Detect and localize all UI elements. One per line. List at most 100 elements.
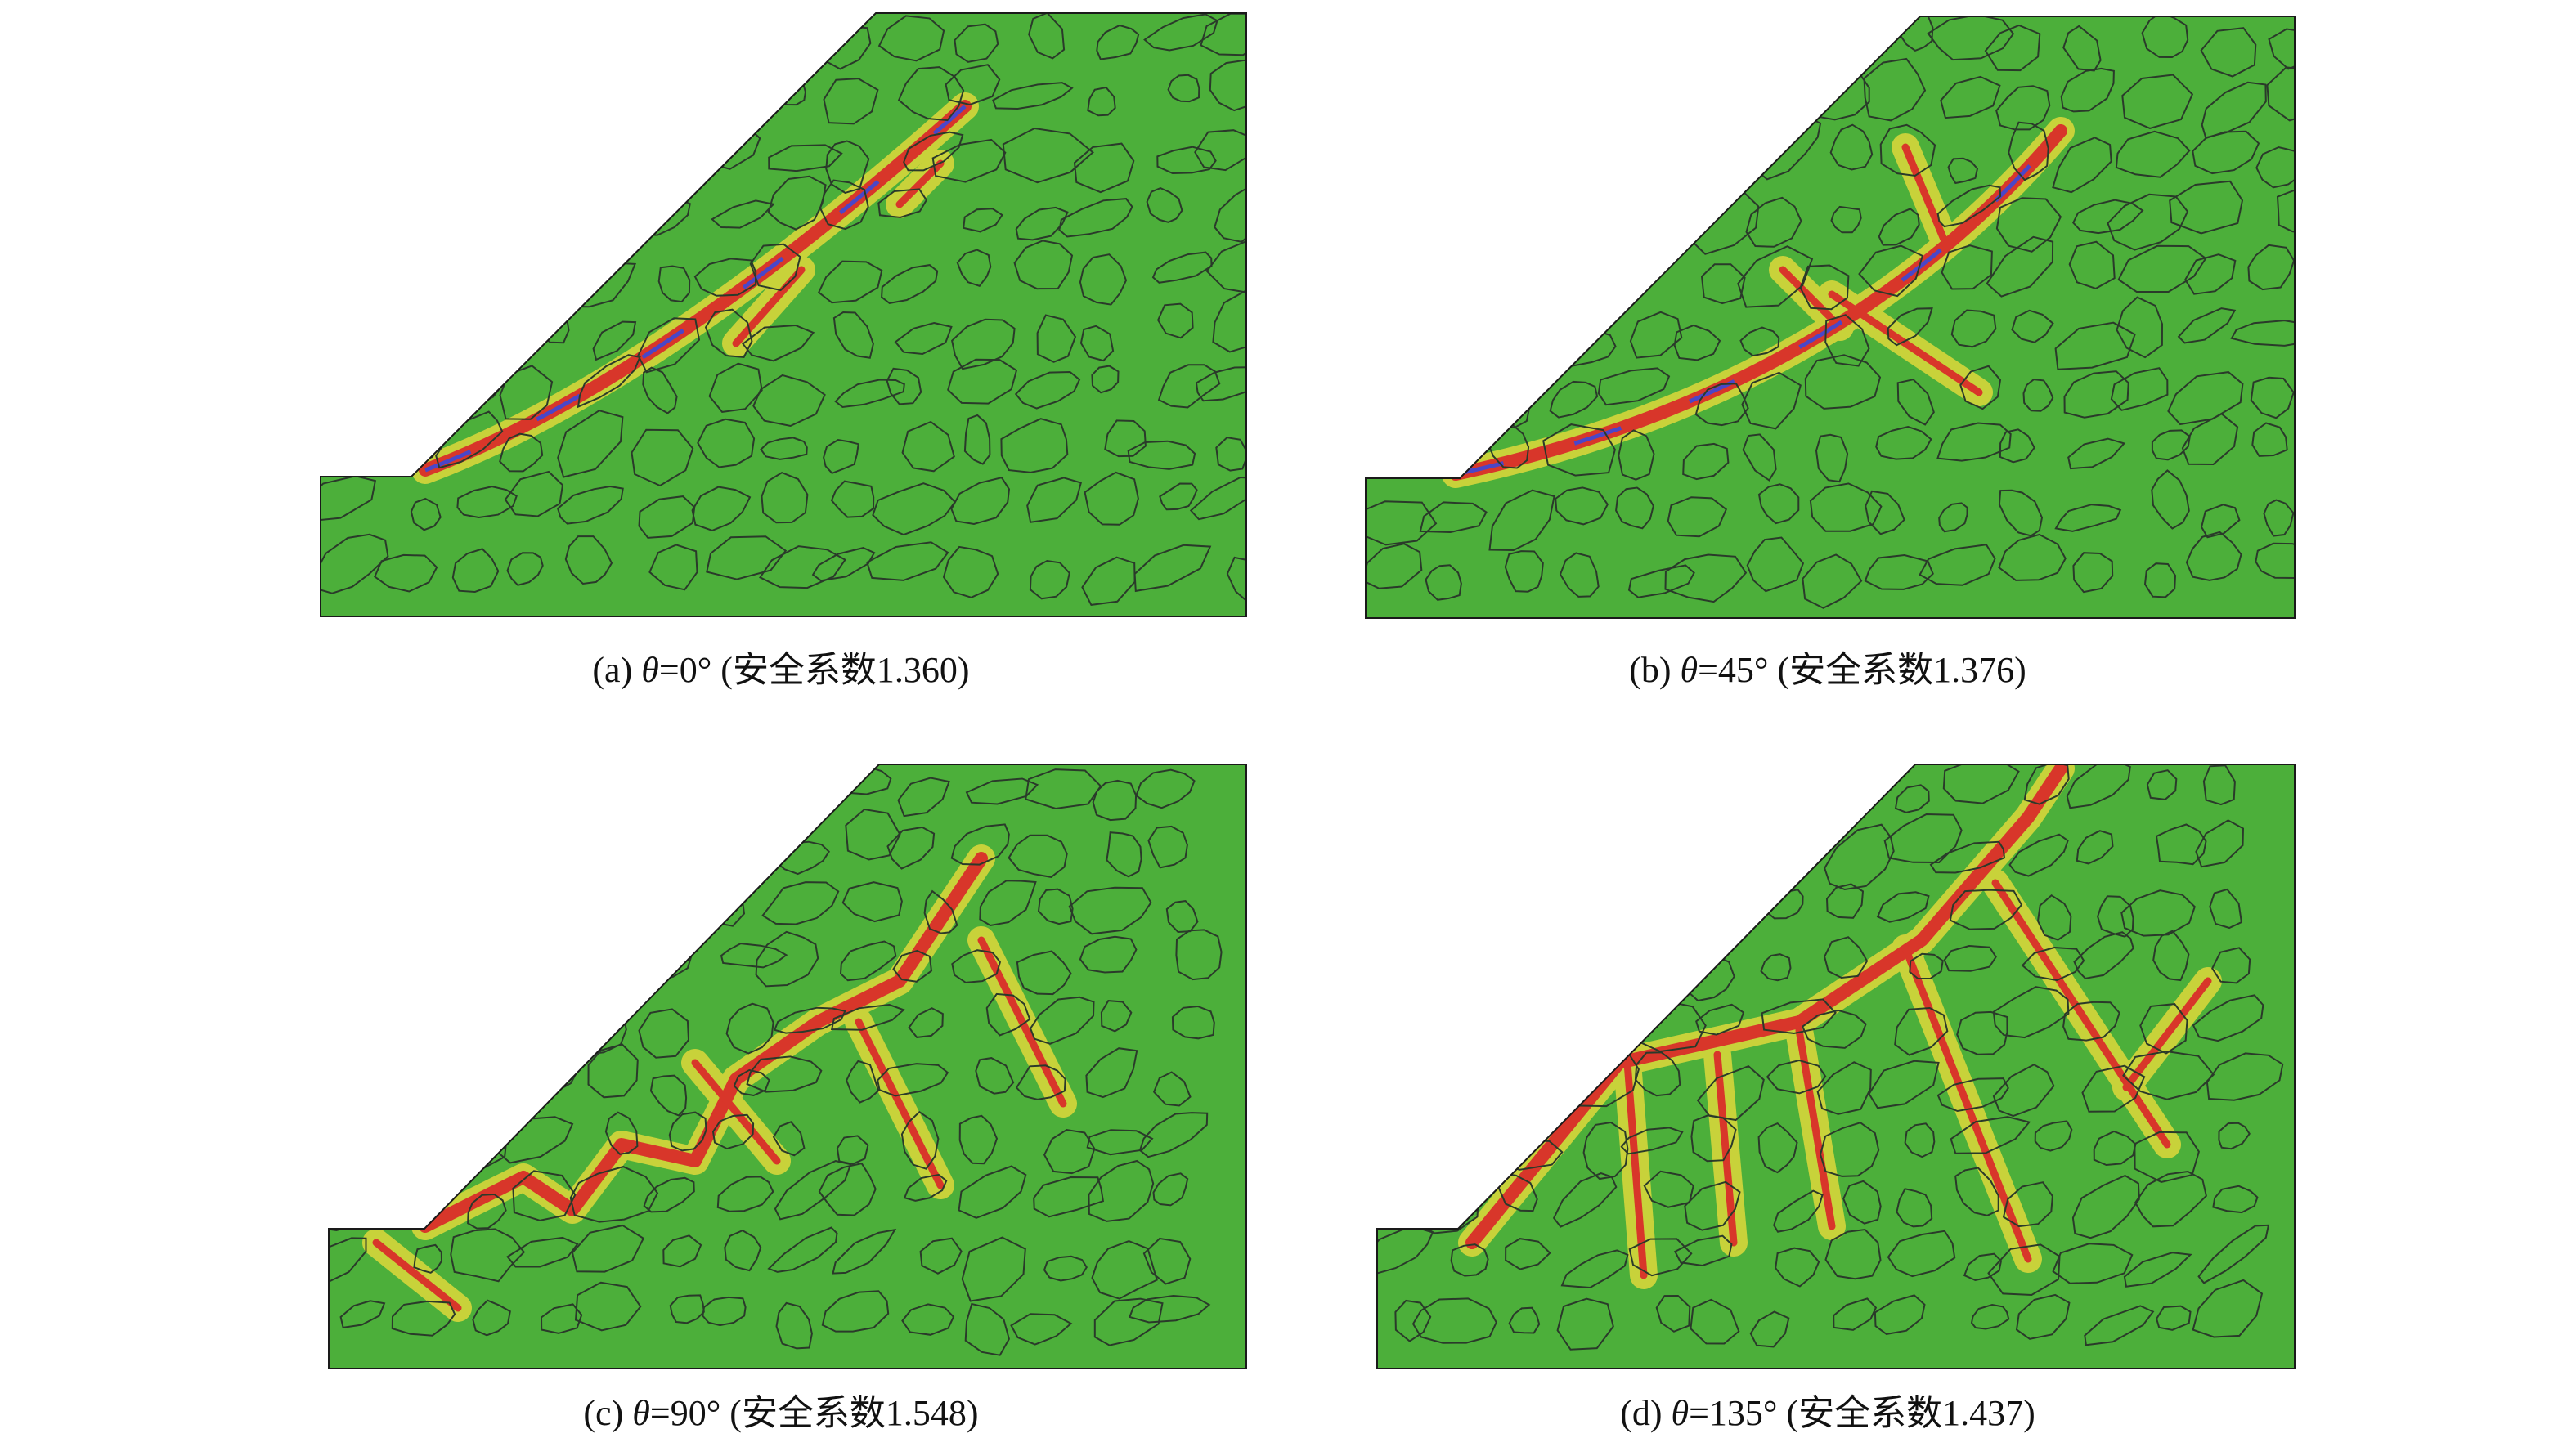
rock-block: [451, 548, 500, 594]
rock-block: [1664, 553, 1748, 603]
rock-block: [404, 135, 435, 164]
rock-block: [571, 1224, 645, 1273]
caption-text: =0° (安全系数1.360): [659, 650, 970, 690]
rock-block: [832, 1228, 897, 1275]
rock-block: [1636, 826, 1666, 855]
rock-block: [699, 882, 746, 927]
rock-block: [1627, 564, 1695, 598]
rock-block: [1749, 1310, 1790, 1348]
rock-block: [2097, 895, 2134, 938]
rock-block: [402, 992, 440, 1035]
rock-block: [1504, 550, 1544, 593]
rock-block: [629, 14, 702, 61]
rock-block: [834, 379, 905, 409]
rock-block: [950, 477, 1011, 526]
rock-block: [1824, 936, 1869, 979]
rock-block: [1106, 831, 1142, 878]
rock-block: [761, 881, 840, 925]
rock-block: [1087, 86, 1116, 117]
rock-block: [1643, 1170, 1694, 1208]
rock-block: [836, 1135, 869, 1165]
rock-block: [1175, 929, 1223, 981]
rock-block: [1879, 123, 1936, 177]
rock-block: [866, 541, 949, 581]
rock-block: [1425, 311, 1455, 354]
rock-block: [1865, 490, 1905, 535]
rock-block: [574, 1281, 642, 1332]
rock-block: [2036, 894, 2072, 941]
rock-block: [321, 428, 369, 467]
rock-block: [1086, 1129, 1154, 1156]
rock-block: [643, 1176, 695, 1213]
rock-block: [329, 766, 382, 820]
rock-block: [1091, 365, 1120, 394]
rock-block: [668, 1111, 707, 1152]
rock-block: [642, 764, 702, 812]
rock-block: [2212, 1185, 2259, 1214]
rock-block: [2015, 1293, 2071, 1340]
rock-block: [1450, 1243, 1489, 1277]
rock-block: [2263, 499, 2295, 537]
rock-block: [512, 1170, 577, 1221]
rock-block: [697, 418, 756, 468]
rock-block: [1414, 194, 1465, 246]
rock-block: [846, 1060, 880, 1104]
rock-block: [2008, 833, 2069, 877]
rock-block: [1510, 21, 1546, 69]
rock-block: [343, 1106, 384, 1160]
rock-block: [1696, 811, 1736, 860]
rock-block: [1863, 57, 1927, 122]
rock-block: [1959, 365, 2002, 410]
rock-block: [832, 311, 874, 359]
rock-block: [1058, 198, 1133, 238]
rock-block: [1366, 16, 1398, 56]
rock-block: [908, 1007, 944, 1038]
rock-block: [1819, 1122, 1880, 1177]
rock-block: [1420, 84, 1490, 130]
rock-block: [1002, 127, 1094, 184]
rock-block: [1366, 543, 1423, 589]
rock-block: [823, 439, 859, 474]
rock-block: [839, 940, 897, 982]
shear-band-red: [1623, 1059, 1648, 1279]
rock-block: [892, 949, 933, 983]
rock-block: [1435, 947, 1493, 998]
rock-block: [923, 889, 958, 934]
rock-block: [1582, 1121, 1629, 1180]
rock-block: [956, 249, 992, 287]
rock-block: [1690, 1298, 1740, 1345]
rock-block: [499, 432, 544, 473]
rock-block: [704, 308, 753, 358]
rock-block: [2121, 74, 2194, 129]
rock-block: [504, 470, 564, 517]
rock-block: [637, 317, 701, 374]
rock-block: [584, 184, 622, 229]
rock-block: [1833, 1297, 1878, 1331]
rock-block: [448, 998, 505, 1046]
rock-block: [2151, 429, 2191, 461]
rock-block: [516, 13, 577, 60]
rock-block: [931, 138, 1007, 183]
rock-block: [1068, 886, 1152, 935]
rock-block: [2141, 16, 2189, 59]
rock-block: [767, 1226, 838, 1273]
rock-block: [1950, 309, 1997, 348]
rock-block: [877, 188, 928, 219]
rock-block: [2276, 186, 2295, 235]
rock-block: [1816, 773, 1857, 818]
rock-block: [1556, 1297, 1614, 1351]
rock-block: [1987, 1243, 2061, 1297]
rock-block: [1377, 1105, 1444, 1163]
rock-block: [1557, 83, 1609, 137]
rock-block: [755, 930, 819, 988]
rock-block: [604, 1111, 639, 1155]
rock-block: [2115, 130, 2191, 178]
rock-block: [2169, 180, 2244, 235]
rock-block: [1878, 208, 1920, 246]
rock-block: [2062, 1001, 2120, 1042]
rock-block: [1868, 1060, 1940, 1109]
rock-block: [1366, 132, 1410, 177]
rock-block: [627, 115, 675, 177]
rock-block: [2201, 504, 2241, 539]
